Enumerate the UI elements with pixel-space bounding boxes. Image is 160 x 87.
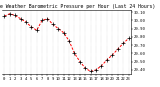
Title: Milwaukee Weather Barometric Pressure per Hour (Last 24 Hours): Milwaukee Weather Barometric Pressure pe… [0,4,156,9]
